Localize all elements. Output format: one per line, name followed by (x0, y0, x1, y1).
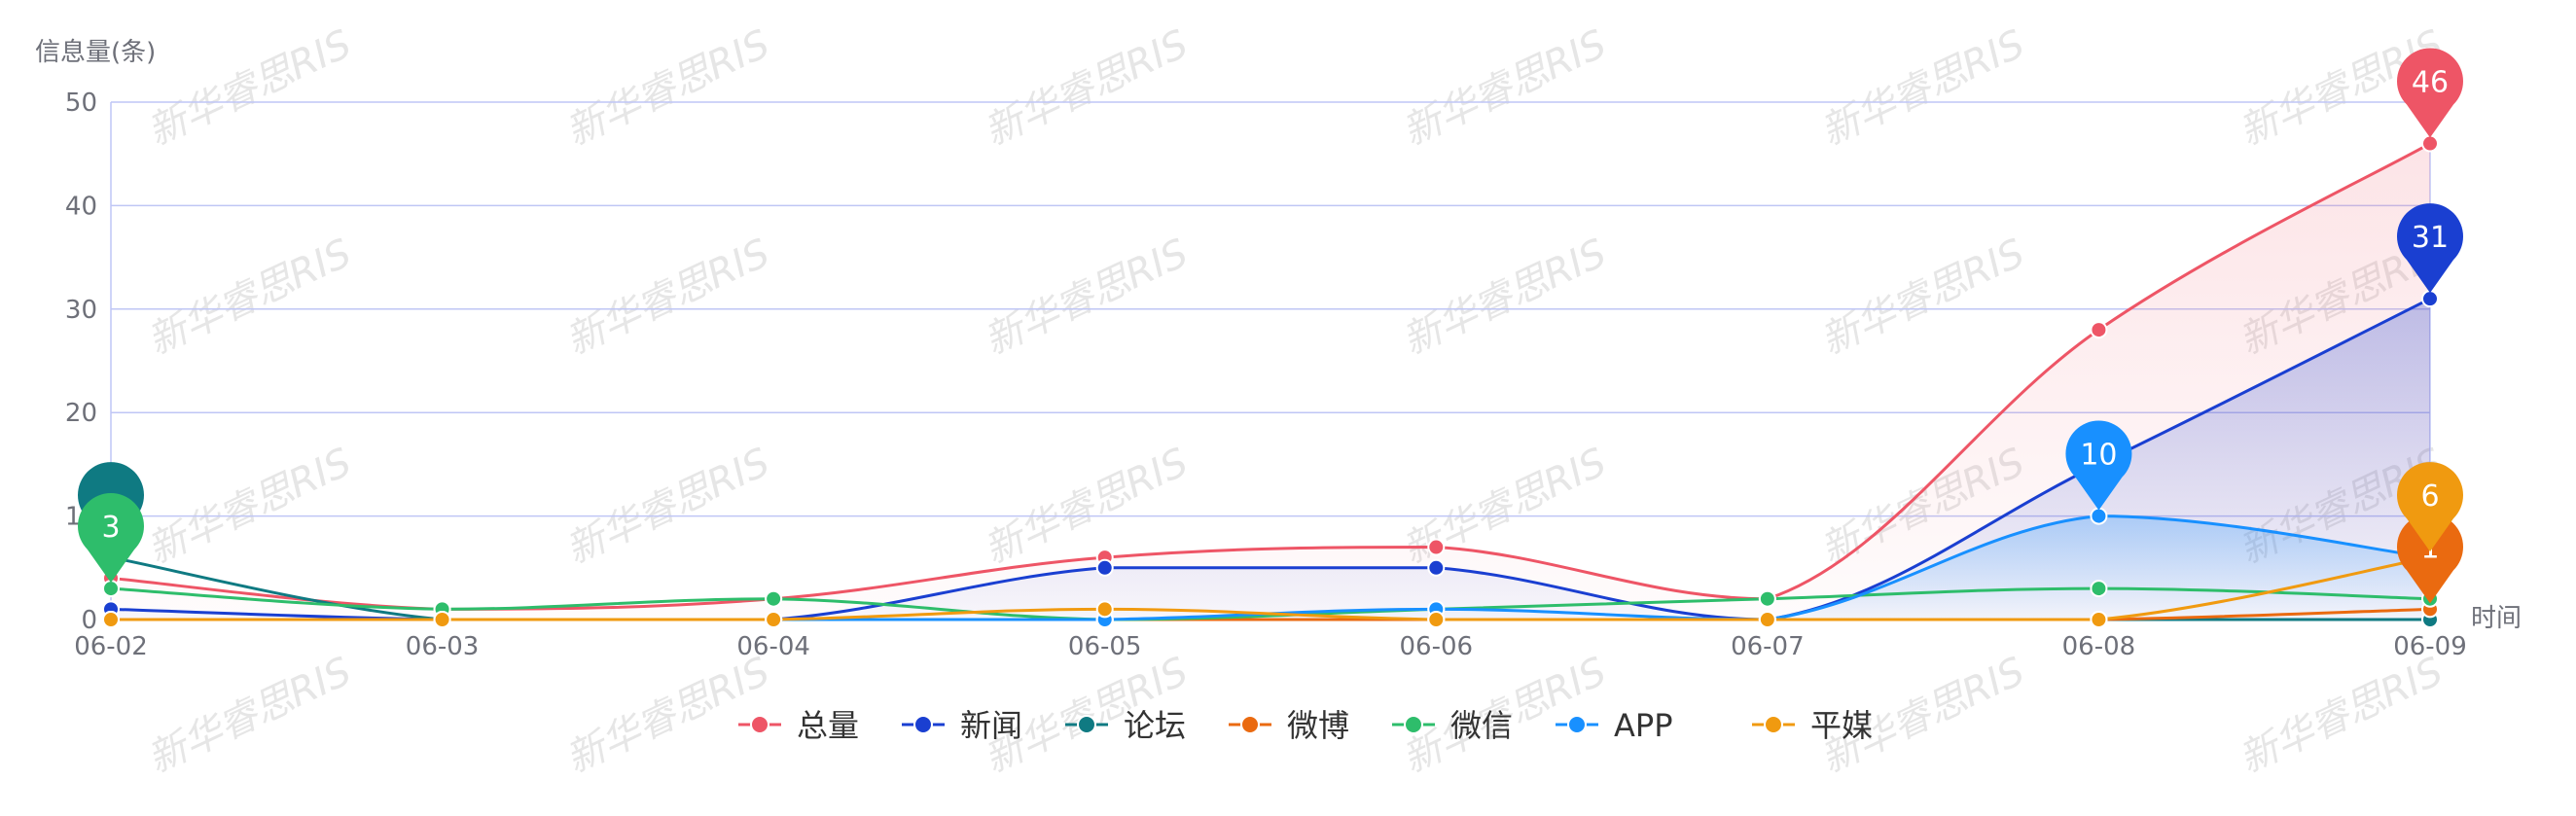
legend-marker (750, 715, 769, 734)
pin-shape (2065, 420, 2132, 511)
pin-label: 6 (2420, 479, 2439, 514)
x-tick-label: 06-02 (74, 632, 148, 661)
x-tick-label: 06-08 (2062, 632, 2136, 661)
x-tick-label: 06-09 (2393, 632, 2467, 661)
watermark-text: 新华睿思RIS (1814, 231, 2031, 364)
legend-item-0[interactable]: 总量 (738, 707, 859, 744)
x-tick-label: 06-03 (406, 632, 480, 661)
legend-item-2[interactable]: 论坛 (1065, 707, 1186, 744)
data-point[interactable] (765, 611, 783, 628)
watermark-text: 新华睿思RIS (559, 649, 776, 782)
data-point[interactable] (1758, 589, 1776, 608)
watermark-text: 新华睿思RIS (141, 440, 358, 573)
watermark-text: 新华睿思RIS (1396, 21, 1613, 155)
legend-label: 论坛 (1124, 707, 1186, 744)
pin-shape (2397, 203, 2463, 294)
watermark-text: 新华睿思RIS (559, 231, 776, 364)
watermark-text: 新华睿思RIS (559, 21, 776, 155)
legend-marker (1567, 715, 1587, 734)
data-point[interactable] (1427, 538, 1446, 556)
data-point[interactable] (2090, 321, 2108, 339)
x-tick-label: 06-04 (736, 632, 810, 661)
legend-label: 微信 (1450, 707, 1513, 744)
legend-label: 新闻 (960, 707, 1022, 744)
pin-label: 3 (101, 511, 120, 545)
legend-label: 平媒 (1810, 707, 1873, 744)
legend-item-6[interactable]: 平媒 (1752, 707, 1873, 744)
data-point[interactable] (2090, 580, 2108, 598)
pin-label: 31 (2412, 221, 2449, 255)
series-line-4 (110, 586, 2431, 621)
watermark-text: 新华睿思RIS (1814, 21, 2031, 155)
data-point[interactable] (1427, 558, 1446, 577)
data-point[interactable] (102, 580, 120, 598)
axes: 信息量(条) 时间 (35, 38, 2522, 633)
y-tick-label: 0 (81, 606, 97, 635)
max-pin-6: 6 (2397, 462, 2463, 552)
legend-label: 总量 (797, 707, 859, 744)
watermark-text: 新华睿思RIS (141, 231, 358, 364)
max-pin-4: 3 (78, 492, 144, 584)
legend-marker (1404, 715, 1423, 734)
y-axis-label: 信息量(条) (35, 38, 156, 67)
data-point[interactable] (1758, 611, 1776, 628)
legend: 总量 新闻 论坛 微博 微信 APP 平媒 (738, 707, 1873, 744)
data-point[interactable] (2090, 507, 2108, 525)
data-point[interactable] (1095, 600, 1114, 619)
x-tick-label: 06-06 (1400, 632, 1474, 661)
legend-item-4[interactable]: 微信 (1392, 707, 1513, 744)
x-axis-label: 时间 (2471, 604, 2522, 633)
y-tick-label: 50 (65, 89, 97, 118)
pin-shape (2397, 514, 2463, 604)
legend-marker (1764, 715, 1783, 734)
watermark-text: 新华睿思RIS (141, 21, 358, 155)
legend-marker (913, 715, 933, 734)
y-tick-label: 30 (65, 296, 97, 325)
legend-label: APP (1614, 707, 1672, 744)
watermark-text: 新华睿思RIS (978, 21, 1195, 155)
max-pin-1: 31 (2397, 203, 2463, 294)
pin-shape (2397, 462, 2463, 552)
legend-marker (1240, 715, 1260, 734)
series-line-6 (111, 555, 2431, 621)
data-point[interactable] (2421, 290, 2439, 308)
data-point[interactable] (2090, 611, 2108, 628)
y-tick-label: 20 (65, 399, 97, 428)
legend-marker (1077, 715, 1096, 734)
x-tick-label: 06-05 (1068, 632, 1142, 661)
legend-item-5[interactable]: APP (1556, 707, 1672, 744)
pin-label: 10 (2080, 439, 2117, 473)
legend-item-3[interactable]: 微博 (1229, 707, 1349, 744)
watermark-text: 新华睿思RIS (1396, 231, 1613, 364)
x-tick-label: 06-07 (1731, 632, 1805, 661)
watermark-text: 新华睿思RIS (2233, 649, 2450, 782)
data-point[interactable] (1095, 558, 1114, 577)
legend-item-1[interactable]: 新闻 (902, 707, 1022, 744)
pin-shape (78, 492, 144, 584)
legend-label: 微博 (1287, 707, 1349, 744)
data-point[interactable] (102, 611, 120, 628)
watermark-text: 新华睿思RIS (559, 440, 776, 573)
pin-label: 46 (2412, 66, 2449, 100)
data-point[interactable] (2421, 134, 2439, 153)
data-point[interactable] (1427, 611, 1446, 628)
series-areas (111, 143, 2430, 620)
y-tick-label: 40 (65, 192, 97, 221)
watermark-text: 新华睿思RIS (141, 649, 358, 782)
watermark-text: 新华睿思RIS (978, 231, 1195, 364)
series-lines (110, 142, 2431, 621)
max-pin-0: 46 (2397, 48, 2463, 138)
max-value-pins: 136103146 (78, 48, 2463, 604)
series-area-5 (111, 515, 2430, 620)
max-pin-5: 10 (2065, 420, 2132, 511)
data-point[interactable] (765, 589, 783, 608)
data-point[interactable] (433, 611, 451, 628)
pin-shape (2397, 48, 2463, 138)
